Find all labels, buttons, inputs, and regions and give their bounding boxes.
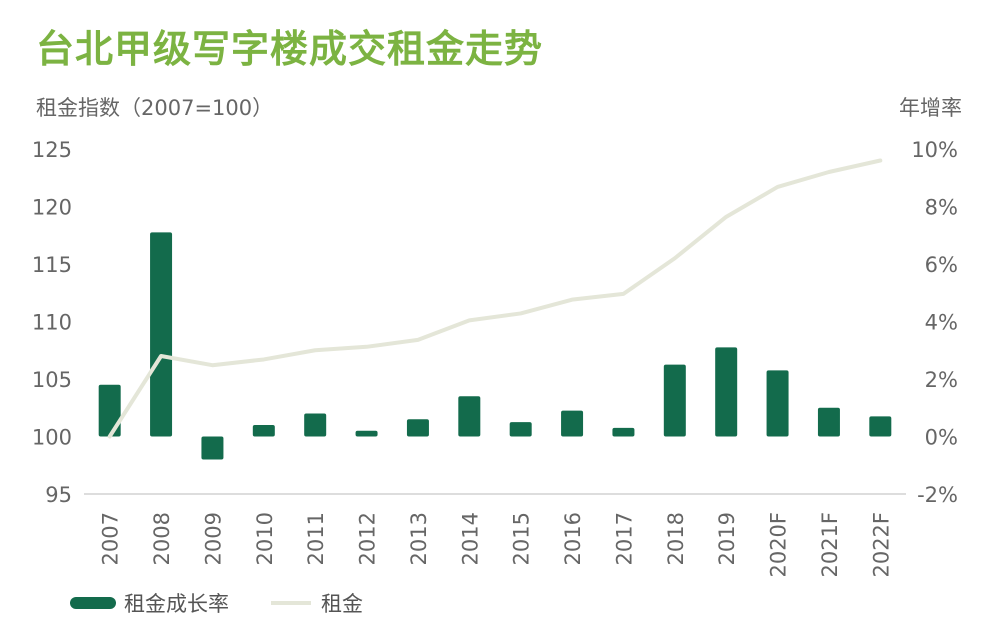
chart-title: 台北甲级写字楼成交租金走势 bbox=[36, 27, 544, 71]
bar bbox=[458, 396, 481, 437]
x-tick-label: 2014 bbox=[458, 512, 482, 565]
right-tick-label: 0% bbox=[925, 426, 958, 450]
bar bbox=[355, 430, 378, 437]
left-tick-label: 110 bbox=[32, 311, 72, 335]
x-tick-label: 2020F bbox=[767, 512, 791, 578]
bar bbox=[406, 419, 429, 437]
x-tick-label: 2018 bbox=[664, 512, 688, 565]
right-tick-label: 8% bbox=[925, 196, 958, 220]
x-tick-label: 2016 bbox=[561, 512, 585, 565]
bar bbox=[509, 422, 532, 437]
right-tick-label: 6% bbox=[925, 253, 958, 277]
bar bbox=[252, 425, 275, 437]
x-tick-label: 2013 bbox=[407, 512, 431, 565]
x-tick-label: 2008 bbox=[150, 512, 174, 565]
x-tick-label: 2010 bbox=[253, 512, 277, 565]
legend-label-line: 租金 bbox=[321, 592, 363, 616]
legend: 租金成长率 租金 bbox=[70, 588, 405, 618]
bar bbox=[201, 436, 224, 460]
x-tick-label: 2015 bbox=[510, 512, 534, 565]
left-tick-label: 115 bbox=[32, 253, 72, 277]
legend-item-bar: 租金成长率 bbox=[70, 588, 229, 618]
x-tick-label: 2012 bbox=[356, 512, 380, 565]
left-tick-label: 125 bbox=[32, 138, 72, 162]
bar bbox=[663, 364, 686, 437]
right-tick-label: 10% bbox=[911, 138, 958, 162]
left-tick-label: 105 bbox=[32, 368, 72, 392]
bar bbox=[715, 347, 738, 437]
rent-line bbox=[107, 158, 883, 439]
left-tick-label: 100 bbox=[32, 426, 72, 450]
x-tick-label: 2017 bbox=[612, 512, 636, 565]
right-tick-label: -2% bbox=[917, 483, 958, 507]
x-tick-label: 2019 bbox=[715, 512, 739, 565]
x-tick-label: 2021F bbox=[818, 512, 842, 578]
right-tick-label: 4% bbox=[925, 311, 958, 335]
right-tick-label: 2% bbox=[925, 368, 958, 392]
right-axis-label: 年增率 bbox=[899, 96, 962, 120]
legend-label-bar: 租金成长率 bbox=[124, 592, 229, 616]
bar bbox=[612, 427, 635, 437]
bar bbox=[869, 416, 892, 437]
bar bbox=[766, 370, 789, 437]
legend-line-swatch bbox=[271, 601, 311, 605]
bar bbox=[150, 232, 173, 437]
x-tick-label: 2009 bbox=[201, 512, 225, 565]
bar bbox=[561, 410, 584, 437]
x-tick-label: 2011 bbox=[304, 512, 328, 565]
legend-bar-swatch bbox=[70, 597, 116, 609]
bar bbox=[304, 413, 327, 437]
bar bbox=[817, 407, 840, 437]
x-tick-label: 2022F bbox=[869, 512, 893, 578]
left-tick-label: 95 bbox=[45, 483, 72, 507]
x-tick-label: 2007 bbox=[99, 512, 123, 565]
legend-item-line: 租金 bbox=[271, 588, 363, 618]
bar bbox=[98, 384, 121, 437]
left-tick-label: 120 bbox=[32, 196, 72, 220]
left-axis-label: 租金指数（2007=100） bbox=[36, 96, 274, 120]
